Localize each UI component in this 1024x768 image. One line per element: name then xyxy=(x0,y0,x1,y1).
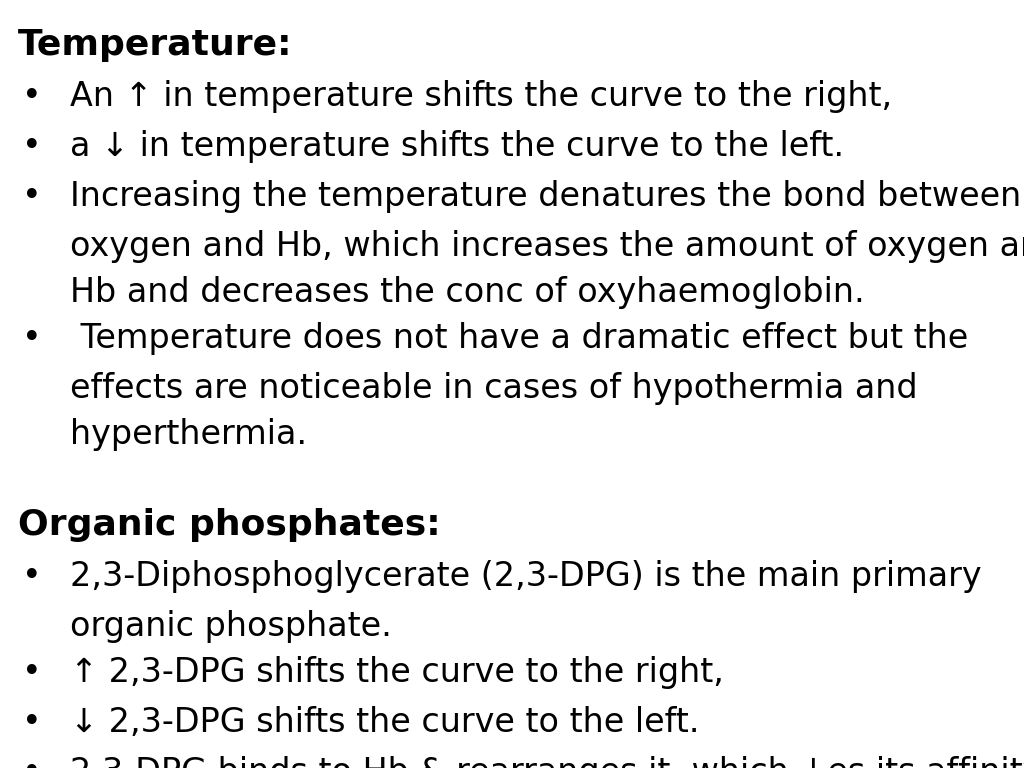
Text: •: • xyxy=(22,560,42,593)
Text: organic phosphate.: organic phosphate. xyxy=(70,610,392,643)
Text: a ↓ in temperature shifts the curve to the left.: a ↓ in temperature shifts the curve to t… xyxy=(70,130,844,163)
Text: •: • xyxy=(22,756,42,768)
Text: Temperature:: Temperature: xyxy=(18,28,293,62)
Text: 2,3-DPG binds to Hb & rearranges it, which ↓es its affinity: 2,3-DPG binds to Hb & rearranges it, whi… xyxy=(70,756,1024,768)
Text: •: • xyxy=(22,706,42,739)
Text: ↓ 2,3-DPG shifts the curve to the left.: ↓ 2,3-DPG shifts the curve to the left. xyxy=(70,706,699,739)
Text: •: • xyxy=(22,180,42,213)
Text: Temperature does not have a dramatic effect but the: Temperature does not have a dramatic eff… xyxy=(70,322,969,355)
Text: •: • xyxy=(22,322,42,355)
Text: 2,3-Diphosphoglycerate (2,3-DPG) is the main primary: 2,3-Diphosphoglycerate (2,3-DPG) is the … xyxy=(70,560,982,593)
Text: Hb and decreases the conc of oxyhaemoglobin.: Hb and decreases the conc of oxyhaemoglo… xyxy=(70,276,864,309)
Text: •: • xyxy=(22,656,42,689)
Text: oxygen and Hb, which increases the amount of oxygen and: oxygen and Hb, which increases the amoun… xyxy=(70,230,1024,263)
Text: effects are noticeable in cases of hypothermia and: effects are noticeable in cases of hypot… xyxy=(70,372,918,405)
Text: An ↑ in temperature shifts the curve to the right,: An ↑ in temperature shifts the curve to … xyxy=(70,80,892,113)
Text: •: • xyxy=(22,130,42,163)
Text: ↑ 2,3-DPG shifts the curve to the right,: ↑ 2,3-DPG shifts the curve to the right, xyxy=(70,656,724,689)
Text: Organic phosphates:: Organic phosphates: xyxy=(18,508,440,542)
Text: Increasing the temperature denatures the bond between: Increasing the temperature denatures the… xyxy=(70,180,1021,213)
Text: hyperthermia.: hyperthermia. xyxy=(70,418,307,451)
Text: •: • xyxy=(22,80,42,113)
